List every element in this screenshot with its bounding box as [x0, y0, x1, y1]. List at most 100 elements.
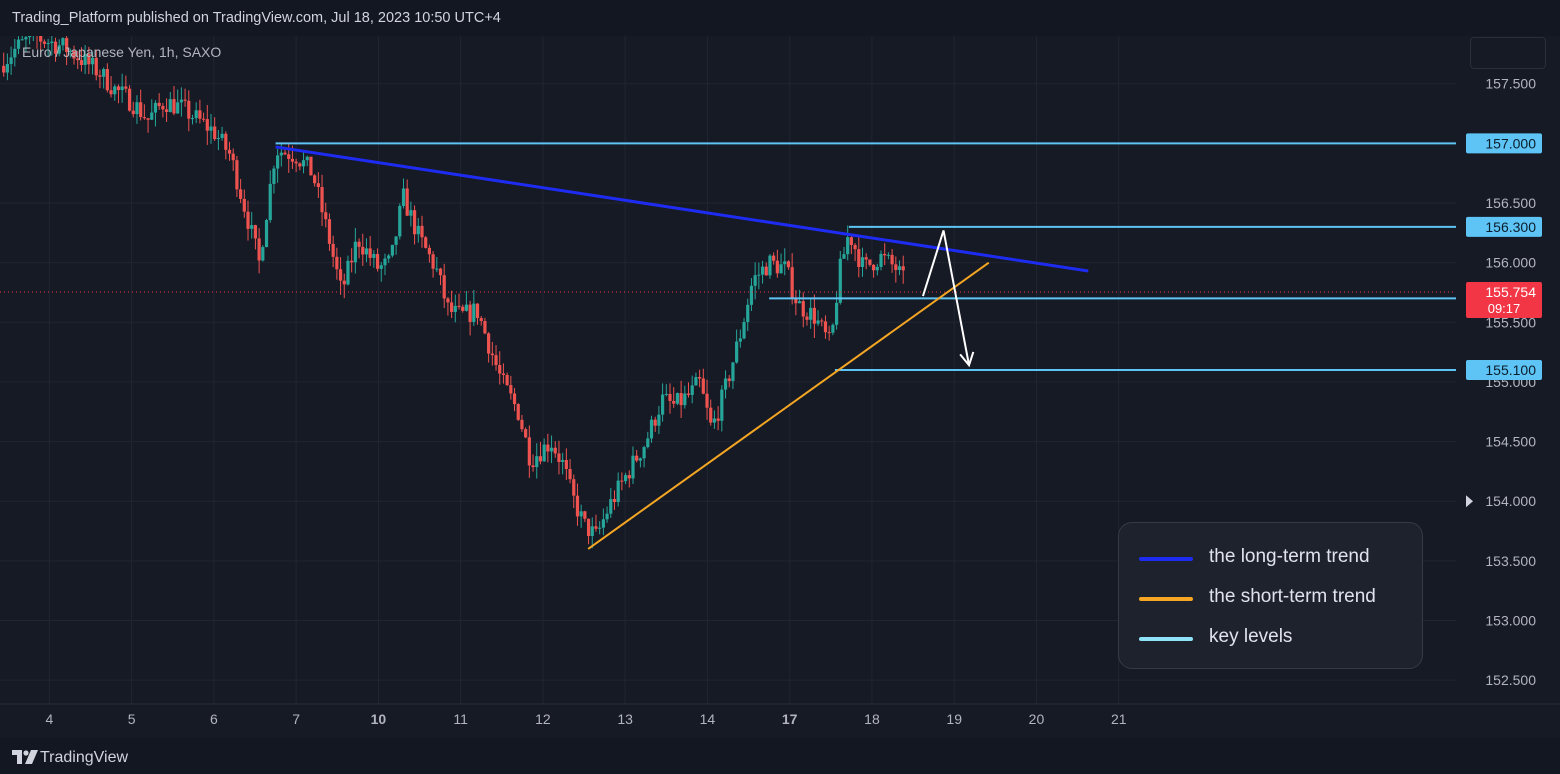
- candle-body: [320, 187, 324, 213]
- short-term-trend-line[interactable]: [587, 261, 990, 550]
- key-level-badge[interactable]: [1466, 216, 1542, 237]
- candle-body: [350, 260, 354, 263]
- candle-body: [635, 455, 639, 461]
- candle-body: [453, 305, 457, 312]
- key-level-label: 156.300: [1485, 219, 1536, 235]
- candle-body: [890, 254, 894, 265]
- candle-body: [886, 254, 891, 256]
- projection-path[interactable]: [922, 230, 971, 366]
- candle-body: [712, 418, 717, 423]
- candle-body: [201, 118, 206, 120]
- candle-body: [146, 118, 150, 120]
- candle-body: [176, 102, 180, 114]
- candle-body: [431, 254, 435, 269]
- legend: the long-term trend the short-term trend…: [1118, 522, 1423, 669]
- candle-body: [586, 518, 591, 536]
- candle-body: [723, 378, 728, 390]
- candle-body: [161, 106, 165, 110]
- candle-body: [868, 259, 872, 265]
- projection-arrow[interactable]: [922, 230, 975, 368]
- candle-body: [653, 419, 657, 426]
- candle-body: [894, 264, 898, 271]
- price-tick-label: 153.000: [1485, 613, 1536, 629]
- tradingview-brand[interactable]: TradingView: [40, 749, 129, 766]
- candle-body: [620, 480, 624, 482]
- candle-body: [16, 39, 21, 49]
- candle-body: [179, 99, 183, 103]
- candle-body: [57, 45, 61, 54]
- candle-body: [490, 353, 494, 356]
- time-tick-label: 19: [946, 711, 962, 727]
- candle-body: [153, 102, 158, 113]
- long-term-trend-line[interactable]: [275, 145, 1089, 273]
- candle-body: [679, 393, 683, 406]
- candle-body: [220, 133, 224, 139]
- candle-body: [494, 355, 498, 365]
- candle-body: [427, 247, 431, 255]
- trend-lines[interactable]: [275, 145, 1089, 550]
- time-axis[interactable]: 4 5 6 7 10 11 12 13 14 17 18 19 20 21: [0, 703, 1560, 727]
- candle-body: [631, 455, 635, 479]
- key-level-badge[interactable]: [1466, 133, 1542, 154]
- publish-bar: Trading_Platform published on TradingVie…: [0, 0, 1560, 36]
- current-price-badge[interactable]: [1466, 281, 1542, 318]
- price-axis[interactable]: 152.500153.000153.500154.000154.500155.0…: [1456, 36, 1560, 738]
- candle-body: [342, 280, 346, 285]
- candle-body: [649, 419, 654, 439]
- candle-body: [257, 238, 261, 261]
- candle-body: [150, 112, 154, 120]
- key-level-badge[interactable]: [1466, 360, 1542, 380]
- candle-body: [668, 393, 672, 401]
- price-chart[interactable]: 152.500153.000153.500154.000154.500155.0…: [0, 36, 1560, 738]
- candle-body: [772, 255, 776, 261]
- candle-body: [827, 332, 831, 334]
- candle-body: [609, 499, 613, 514]
- candle-body: [542, 444, 546, 462]
- candles: [2, 36, 905, 549]
- price-tick-label: 156.000: [1485, 255, 1536, 271]
- legend-swatch-long-trend: [1139, 557, 1193, 561]
- candle-body: [405, 188, 409, 216]
- time-tick-label: 17: [782, 711, 798, 727]
- candle-body: [623, 475, 628, 482]
- footer-bar: [0, 738, 1560, 774]
- candle-body: [901, 266, 905, 271]
- candle-body: [675, 393, 680, 404]
- candle-body: [516, 404, 520, 420]
- candle-body: [324, 212, 328, 220]
- candle-body: [475, 303, 480, 319]
- key-levels[interactable]: [0, 142, 1466, 371]
- candle-body: [461, 306, 465, 311]
- candle-body: [731, 362, 735, 381]
- candle-body: [87, 54, 91, 65]
- chart-area[interactable]: 152.500 153.000 153.500 154.000 154.500 155.0…: [0, 36, 1560, 738]
- candle-body: [568, 469, 572, 480]
- candle-body: [209, 126, 213, 131]
- candle-body: [790, 267, 794, 298]
- candle-body: [598, 527, 602, 529]
- candle-body: [846, 237, 850, 255]
- tradingview-logo-icon[interactable]: [12, 750, 38, 764]
- candle-body: [483, 321, 487, 334]
- legend-label: the short-term trend: [1209, 586, 1376, 607]
- candle-body: [690, 385, 694, 395]
- candle-body: [383, 258, 387, 266]
- candle-body: [172, 99, 176, 114]
- candle-body: [375, 254, 380, 269]
- candle-body: [864, 257, 868, 260]
- candle-body: [253, 225, 258, 239]
- candle-body: [72, 50, 76, 59]
- candle-body: [853, 244, 857, 250]
- chart-control-box[interactable]: [1470, 37, 1546, 69]
- price-tick-label: 156.500: [1485, 195, 1536, 211]
- candle-body: [105, 69, 109, 91]
- candle-body: [372, 254, 376, 258]
- candle-body: [879, 253, 883, 267]
- candle-body: [760, 266, 765, 275]
- price-tick-label: 157.500: [1485, 76, 1536, 92]
- candle-body: [801, 301, 805, 317]
- candle-body: [272, 168, 276, 184]
- time-tick-label: 13: [617, 711, 633, 727]
- candle-body: [450, 302, 454, 312]
- candle-body: [642, 447, 646, 459]
